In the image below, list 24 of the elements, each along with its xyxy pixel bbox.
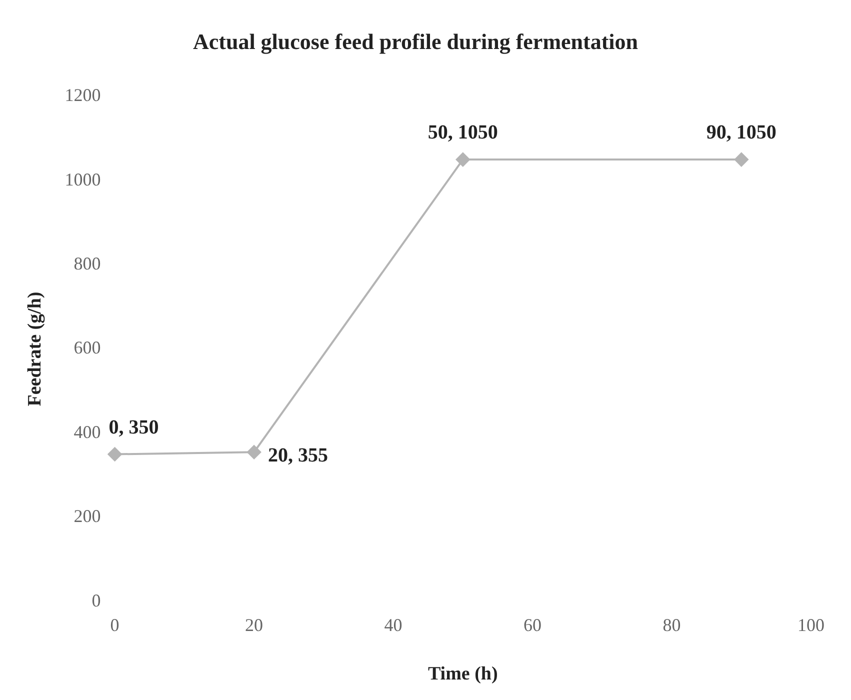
y-tick-label: 1200 [64,85,101,106]
x-axis-title: Time (h) [428,664,498,685]
data-label: 90, 1050 [706,122,776,144]
data-label: 20, 355 [268,444,328,466]
data-label: 0, 350 [108,416,159,438]
point [456,152,470,167]
x-tick-label: 40 [384,615,402,636]
y-tick-label: 0 [92,590,101,610]
x-tick-label: 80 [662,615,681,636]
y-axis-title: Feedrate (g/h) [24,292,46,406]
point [108,447,122,462]
y-tick-label: 1000 [64,169,101,190]
y-tick-label: 200 [74,506,101,526]
x-tick-label: 100 [798,615,824,636]
data-label: 50, 1050 [428,122,498,144]
y-tick-label: 400 [74,422,101,442]
y-tick-label: 800 [74,254,101,274]
x-tick-label: 60 [524,615,542,636]
x-tick-label: 20 [245,615,264,636]
x-tick-label: 0 [110,615,120,636]
point [247,445,262,460]
y-tick-label: 600 [74,338,101,358]
point [734,152,748,167]
chart-title: Actual glucose feed profile during fermentation [192,28,638,54]
